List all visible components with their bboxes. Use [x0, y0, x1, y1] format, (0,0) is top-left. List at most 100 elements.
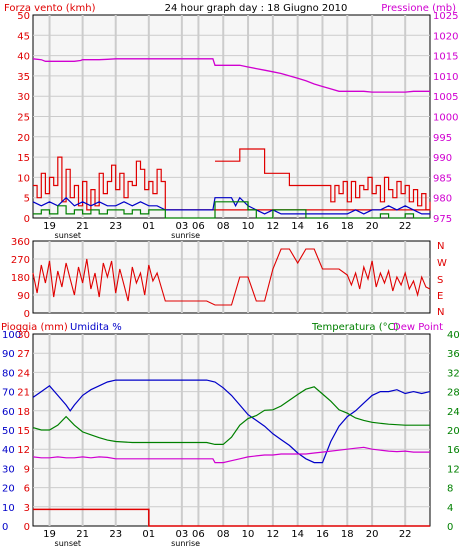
temperature-series-line [32, 386, 430, 445]
dewpoint-series-line [32, 446, 430, 464]
wind2-series-line [215, 148, 431, 211]
rain-axis-title: Pioggia (mm) [1, 322, 68, 333]
pressure-tick-label: 990 [433, 153, 452, 164]
temperature-tick-label: 12 [447, 464, 460, 475]
x-tick-label: 16 [316, 221, 329, 232]
temperature-tick-label: 8 [447, 484, 453, 495]
temperature-tick-label: 28 [447, 388, 460, 399]
sunrise-label: sunrise [171, 231, 200, 240]
x-tick-label: 20 [366, 529, 379, 540]
x-tick-label: 18 [341, 221, 354, 232]
x-tick-label: 18 [341, 529, 354, 540]
x-tick-label: 01 [142, 221, 155, 232]
pressure-tick-label: 975 [433, 214, 452, 225]
direction-tick-label: 360 [11, 237, 30, 248]
x-tick-label: 08 [217, 221, 230, 232]
dir-label-n-bottom: N [437, 307, 444, 318]
temperature-axis-title: Temperatura (°C) [311, 322, 399, 333]
humidity-tick-label: 0 [2, 522, 8, 533]
rain-tick-label: 30 [17, 330, 30, 341]
pressure-series-line [32, 58, 430, 93]
x-tick-label: 19 [43, 221, 56, 232]
rain-tick-label: 15 [17, 426, 30, 437]
x-tick-label: 22 [399, 221, 412, 232]
wind-tick-label: 35 [17, 72, 30, 83]
dir-label-n-top: N [437, 241, 444, 252]
temperature-tick-label: 32 [447, 368, 460, 379]
pressure-tick-label: 1020 [433, 31, 458, 42]
x-tick-label: 16 [316, 529, 329, 540]
humidity-tick-label: 40 [2, 445, 15, 456]
x-tick-label: 10 [242, 529, 255, 540]
pressure-tick-label: 1000 [433, 113, 458, 124]
wind-tick-label: 30 [17, 92, 30, 103]
humidity-tick-label: 10 [2, 503, 15, 514]
x-tick-label: 06 [192, 529, 205, 540]
dir-label-w: W [437, 258, 447, 269]
wind-tick-label: 20 [17, 133, 30, 144]
humidity-series-line [32, 379, 431, 464]
x-tick-label: 08 [217, 529, 230, 540]
x-tick-label: 21 [76, 221, 89, 232]
humidity-tick-label: 70 [2, 388, 15, 399]
humidity-tick-label: 90 [2, 349, 15, 360]
wind-axis-title: Forza vento (kmh) [4, 3, 96, 14]
dir-label-e: E [437, 291, 443, 302]
temperature-tick-label: 0 [447, 522, 453, 533]
pressure-tick-label: 1025 [433, 11, 458, 22]
wind-tick-label: 0 [24, 214, 30, 225]
pressure-tick-label: 985 [433, 173, 452, 184]
rain-tick-label: 12 [17, 445, 30, 456]
humidity-axis-title: Umidita % [70, 322, 122, 333]
temperature-tick-label: 36 [447, 349, 460, 360]
temperature-tick-label: 40 [447, 330, 460, 341]
humidity-tick-label: 30 [2, 464, 15, 475]
x-tick-label: 12 [266, 221, 279, 232]
pressure-tick-label: 995 [433, 133, 452, 144]
pressure-tick-label: 1005 [433, 92, 458, 103]
pressure-axis-title: Pressione (mb) [381, 3, 456, 14]
humidity-tick-label: 20 [2, 484, 15, 495]
x-tick-label: 10 [242, 221, 255, 232]
rain-tick-label: 6 [24, 484, 30, 495]
pressure-tick-label: 1015 [433, 52, 458, 63]
rain-series-line [33, 508, 430, 527]
wind-tick-label: 50 [17, 11, 30, 22]
dir-label-s: S [437, 275, 443, 286]
x-tick-label: 12 [266, 529, 279, 540]
direction-tick-label: 180 [11, 273, 30, 284]
chart-title: 24 hour graph day : 18 Giugno 2010 [165, 3, 348, 14]
wind-tick-label: 40 [17, 52, 30, 63]
sunset-label: sunset [55, 231, 82, 240]
wind_dir-series-line [32, 248, 431, 306]
rain-tick-label: 18 [17, 407, 30, 418]
sunset-label: sunset [55, 539, 82, 548]
x-tick-label: 06 [192, 221, 205, 232]
x-tick-label: 14 [291, 221, 304, 232]
pressure-tick-label: 1010 [433, 72, 458, 83]
wind-tick-label: 10 [17, 173, 30, 184]
humidity-tick-label: 80 [2, 368, 15, 379]
temperature-tick-label: 24 [447, 407, 460, 418]
direction-tick-label: 270 [11, 255, 30, 266]
x-tick-label: 19 [43, 529, 56, 540]
rain-tick-label: 3 [24, 503, 30, 514]
temperature-tick-label: 16 [447, 445, 460, 456]
temperature-tick-label: 20 [447, 426, 460, 437]
gust_blue-series-line [32, 196, 430, 215]
rain-tick-label: 24 [17, 368, 30, 379]
direction-tick-label: 90 [17, 291, 30, 302]
rain-tick-label: 27 [17, 349, 30, 360]
x-tick-label: 20 [366, 221, 379, 232]
x-tick-label: 21 [76, 529, 89, 540]
chart-marks: 1919212123230101030306060808101012121414… [2, 11, 460, 548]
pressure-tick-label: 980 [433, 194, 452, 205]
wind-tick-label: 15 [17, 153, 30, 164]
rain-tick-label: 9 [24, 464, 30, 475]
dewpoint-axis-title: Dew Point [393, 322, 443, 333]
x-tick-label: 23 [109, 529, 122, 540]
x-tick-label: 14 [291, 529, 304, 540]
humidity-tick-label: 100 [2, 330, 21, 341]
